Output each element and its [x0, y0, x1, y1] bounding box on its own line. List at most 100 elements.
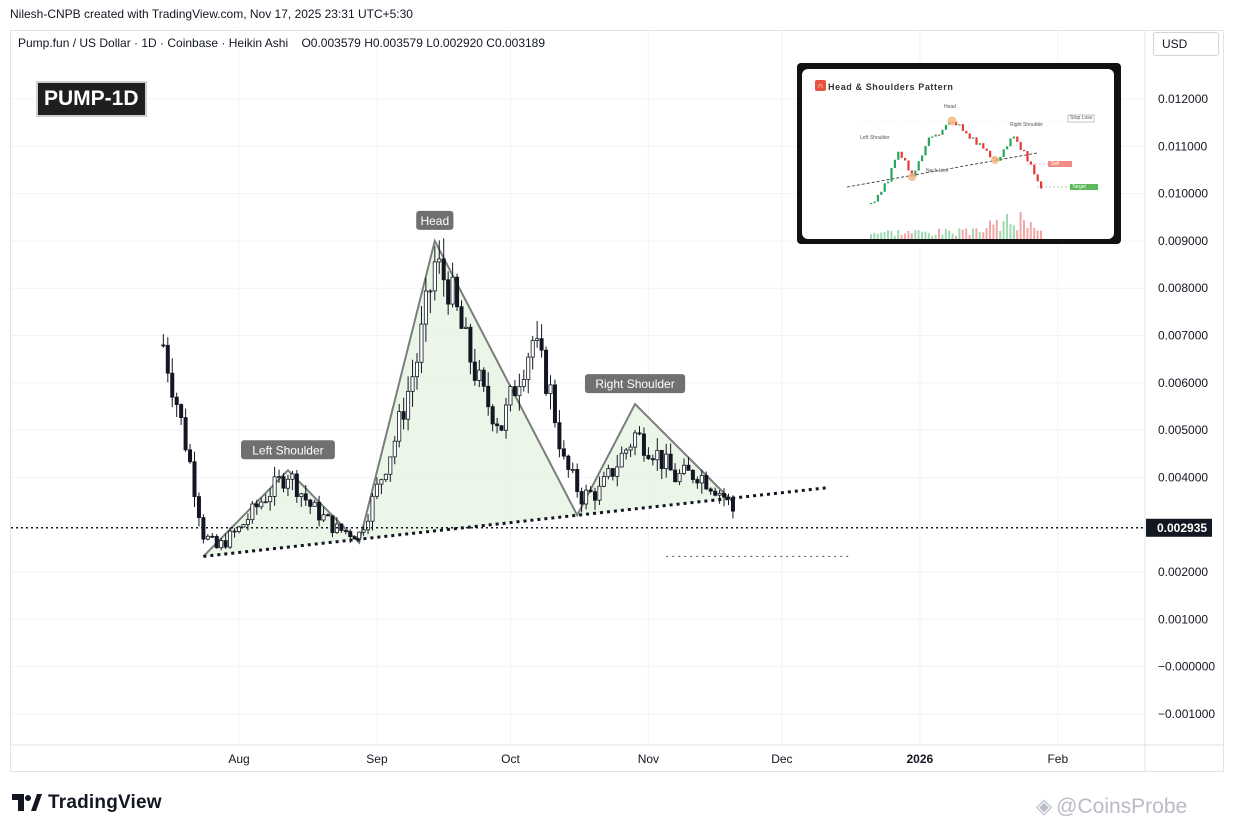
candle-body [584, 489, 589, 505]
candle-body [717, 493, 722, 496]
candle-body [321, 514, 326, 521]
candle-body [450, 276, 455, 305]
pattern-label: Head [420, 214, 449, 228]
candle-body [446, 279, 451, 305]
candle-body [299, 493, 304, 498]
candle-body [188, 449, 193, 463]
candle-body [192, 461, 197, 497]
candle-body [308, 499, 313, 507]
candle-body [379, 479, 384, 485]
candle-body [254, 503, 259, 508]
tradingview-logo-icon [12, 794, 42, 811]
candle-body [503, 404, 508, 431]
candle-body [530, 340, 535, 358]
coinsprobe-watermark: ◈ @CoinsProbe [1036, 794, 1187, 819]
pattern-label-box [416, 210, 454, 230]
y-tick-label: −0.000000 [1158, 660, 1215, 674]
candle-body [690, 469, 695, 480]
candle-body [552, 384, 557, 424]
y-tick-label: −0.001000 [1158, 707, 1215, 721]
pattern-inset-panel: ∩ Head & Shoulders Pattern Head Left Sho… [802, 69, 1114, 239]
candle-body [575, 469, 580, 492]
x-tick-label: Nov [638, 752, 659, 766]
pattern-label-box [584, 374, 686, 394]
y-tick-label: 0.005000 [1158, 423, 1208, 437]
candle-body [544, 349, 549, 394]
candle-body [294, 473, 299, 498]
y-tick-label: 0.009000 [1158, 234, 1208, 248]
candle-body [619, 452, 624, 468]
candle-body [268, 496, 273, 503]
candle-body [272, 476, 277, 497]
candle-body [348, 531, 353, 538]
candle-body [330, 515, 335, 533]
candle-body [468, 326, 473, 363]
candle-body [196, 496, 201, 519]
pattern-label: Left Shoulder [252, 443, 323, 457]
y-tick-label: 0.006000 [1158, 376, 1208, 390]
watermark-diamond-icon: ◈ [1036, 795, 1053, 818]
pattern-logo-icon: ∩ [815, 80, 826, 91]
inset-right-shoulder-label: Right Shoulder [1010, 122, 1044, 128]
candle-body [588, 489, 593, 493]
last-price-label: 0.002935 [1157, 521, 1207, 535]
candle-body [673, 469, 678, 483]
candle-body [419, 323, 424, 363]
candle-body [205, 535, 210, 540]
currency-selector[interactable]: USD [1153, 32, 1219, 56]
x-tick-label: Aug [228, 752, 249, 766]
candle-body [441, 258, 446, 281]
candle-body [535, 338, 540, 341]
inset-left-shoulder-label: Left Shoulder [860, 135, 890, 141]
inset-head-label: Head [944, 104, 956, 110]
candle-body [281, 476, 286, 489]
candle-body [437, 258, 442, 263]
candle-body [668, 453, 673, 471]
symbol-line: Pump.fun / US Dollar · 1D · Coinbase · H… [18, 36, 289, 50]
candle-body [223, 540, 228, 548]
y-tick-label: 0.011000 [1158, 139, 1207, 153]
ohlc-values: O0.003579 H0.003579 L0.002920 C0.003189 [301, 36, 546, 50]
candle-body [370, 495, 375, 522]
candle-body [477, 369, 482, 381]
candle-body [397, 411, 402, 442]
y-tick-label: 0.001000 [1158, 612, 1208, 626]
candle-body [317, 501, 322, 521]
candle-body [664, 453, 669, 470]
last-price-tag [1146, 518, 1212, 537]
candle-body [459, 306, 464, 329]
pattern-label: Right Shoulder [595, 377, 674, 391]
candle-body [548, 384, 553, 394]
inset-sell-label: Sell [1051, 161, 1060, 167]
tradingview-brand-text: TradingView [48, 792, 162, 813]
candle-body [263, 501, 268, 504]
candle-body [508, 386, 513, 406]
candle-body [165, 344, 170, 374]
candle-series [161, 238, 735, 551]
pattern-label-box [241, 440, 335, 460]
candle-body [183, 417, 188, 451]
tradingview-logo[interactable]: TradingView [12, 792, 162, 814]
candle-body [406, 390, 411, 420]
candle-body [561, 448, 566, 457]
candle-body [259, 501, 264, 508]
candle-body [601, 476, 606, 487]
candle-body [677, 473, 682, 483]
candle-body [392, 440, 397, 458]
candle-body [722, 493, 727, 498]
y-tick-label: 0.012000 [1158, 92, 1208, 106]
y-tick-label: 0.007000 [1158, 329, 1208, 343]
candle-body [682, 464, 687, 474]
candle-body [277, 476, 282, 479]
candle-body [606, 468, 611, 477]
candle-body [472, 361, 477, 381]
candle-body [432, 261, 437, 292]
candle-body [641, 433, 646, 456]
candle-body [704, 475, 709, 490]
candle-body [285, 478, 290, 489]
candle-body [597, 485, 602, 501]
candle-body [312, 501, 317, 507]
candle-body [174, 396, 179, 405]
